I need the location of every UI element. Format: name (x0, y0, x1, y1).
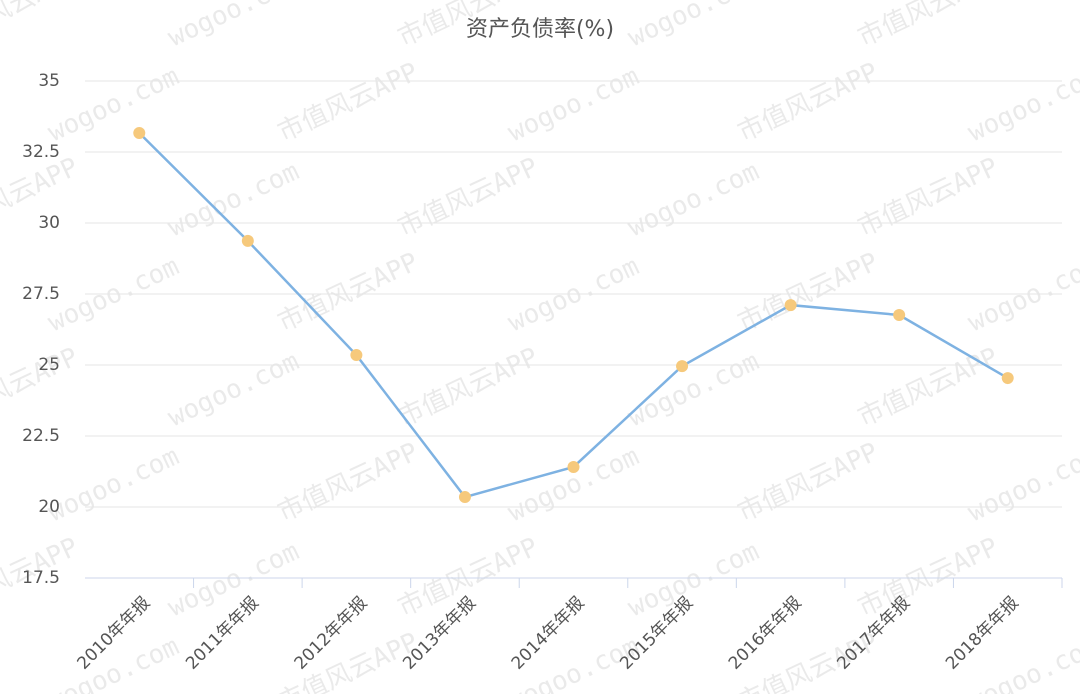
watermark-text: 市值风云APP (733, 57, 883, 148)
watermark-text: wogoo.com (163, 346, 303, 433)
y-tick-label: 17.5 (22, 568, 60, 588)
watermark-text: wogoo.com (503, 61, 643, 148)
data-point (133, 126, 146, 139)
data-point (784, 299, 797, 312)
data-point (1001, 372, 1014, 385)
data-point (458, 491, 471, 504)
watermark-text: 市值风云APP (393, 342, 543, 433)
x-tick-label: 2018年年报 (942, 593, 1023, 674)
chart-title: 资产负债率(%) (466, 17, 614, 42)
y-tick-label: 25 (38, 355, 60, 375)
x-tick-label: 2016年年报 (725, 593, 806, 674)
watermark-text: wogoo.com (623, 0, 763, 53)
watermark-text: 市值风云APP (853, 152, 1003, 243)
watermark-text: 市值风云APP (273, 57, 423, 148)
watermark-text: wogoo.com (43, 251, 183, 338)
data-point (676, 360, 689, 373)
watermark-text: wogoo.com (163, 156, 303, 243)
y-tick-label: 30 (38, 213, 60, 233)
watermark-text: wogoo.com (503, 251, 643, 338)
watermark-text: 市值风云APP (733, 437, 883, 528)
watermark-text: wogoo.com (963, 61, 1080, 148)
watermark-text: wogoo.com (503, 441, 643, 528)
y-tick-label: 20 (38, 497, 60, 517)
watermark-text: wogoo.com (623, 156, 763, 243)
watermark-text: 市值风云APP (273, 437, 423, 528)
watermark-text: wogoo.com (43, 61, 183, 148)
watermark-text: 市值风云APP (853, 0, 1003, 53)
y-tick-label: 27.5 (22, 284, 60, 304)
data-point (893, 309, 906, 322)
watermark-text: wogoo.com (963, 251, 1080, 338)
data-point (350, 349, 363, 362)
y-tick-label: 22.5 (22, 426, 60, 446)
data-point (567, 460, 580, 473)
watermark-text: wogoo.com (963, 441, 1080, 528)
y-tick-label: 35 (38, 71, 60, 91)
data-point (241, 234, 254, 247)
watermark-text: wogoo.com (43, 441, 183, 528)
watermark-text: 市值风云APP (393, 152, 543, 243)
y-tick-label: 32.5 (22, 142, 60, 162)
watermark-text: 市值风云APP (853, 342, 1003, 433)
watermark-text: wogoo.com (163, 0, 303, 53)
watermark-text: 市值风云APP (0, 0, 83, 53)
